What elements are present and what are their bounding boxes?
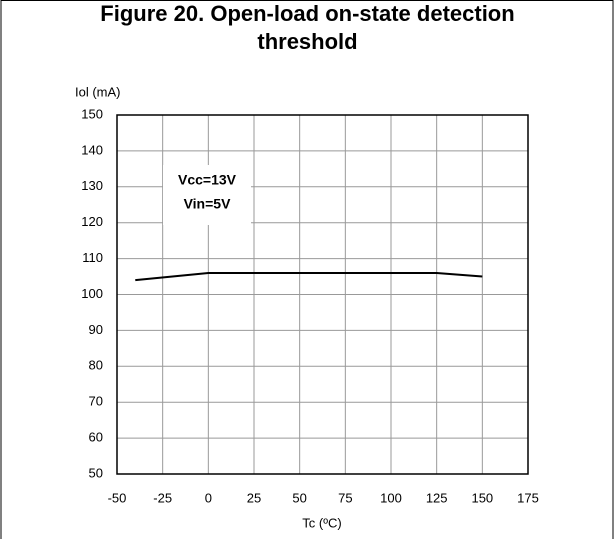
x-tick-label: 75 [338,490,352,505]
y-tick-label: 100 [81,286,103,301]
chart-title: Figure 20. Open-load on-state detection … [100,1,515,54]
y-tick-label: 50 [89,465,103,480]
x-axis-label: Tc (ºC) [302,515,341,530]
y-tick-label: 60 [89,430,103,445]
y-tick-label: 120 [81,214,103,229]
x-tick-label: 175 [517,490,539,505]
x-tick-label: -50 [108,490,127,505]
x-tick-label: 50 [292,490,306,505]
y-tick-label: 70 [89,394,103,409]
x-tick-label: 125 [426,490,448,505]
plot-border [116,114,529,475]
data-line [135,271,483,282]
annotation: Vcc=13V [178,172,237,188]
y-tick-label: 110 [82,250,103,265]
annotation-box [163,165,251,225]
x-tick-label: 25 [247,490,261,505]
x-tick-label: 150 [471,490,493,505]
y-tick-label: 80 [89,358,103,373]
y-tick-label: 150 [81,106,103,121]
x-tick-label: -25 [153,490,172,505]
annotation: Vin=5V [184,196,231,212]
x-tick-label: 100 [380,490,402,505]
y-tick-label: 140 [81,142,103,157]
y-tick-label: 90 [89,322,103,337]
y-axis-label: Iol (mA) [75,84,121,99]
y-tick-label: 130 [81,178,103,193]
x-tick-label: 0 [205,490,212,505]
